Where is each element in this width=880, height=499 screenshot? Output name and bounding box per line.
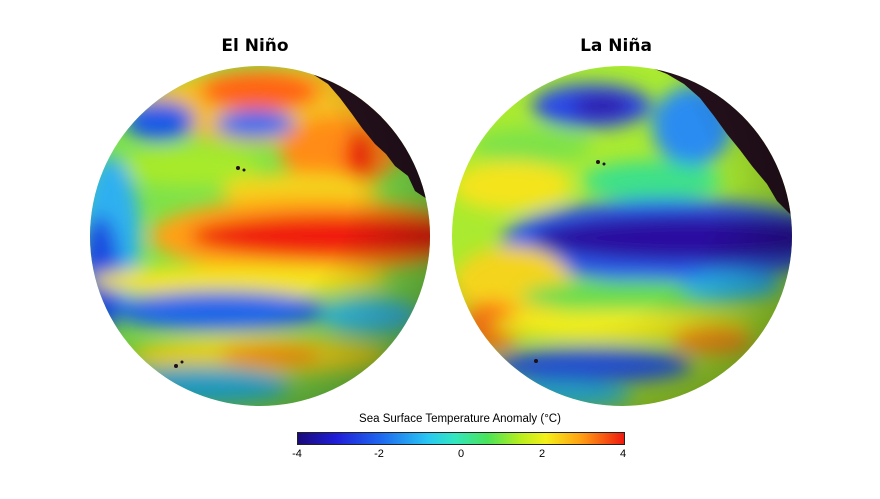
colorbar-title: Sea Surface Temperature Anomaly (°C) xyxy=(359,413,561,425)
el-nino-globe-map xyxy=(90,66,430,406)
colorbar-tick-label: -2 xyxy=(374,448,384,460)
la-nina-title: La Niña xyxy=(580,36,652,56)
sst-anomaly-colorbar xyxy=(297,432,625,445)
colorbar-tick-label: -4 xyxy=(292,448,302,460)
colorbar-tick-label: 2 xyxy=(538,448,546,460)
colorbar-tick-label: 0 xyxy=(457,448,465,460)
la-nina-globe-map xyxy=(452,66,792,406)
el-nino-title: El Niño xyxy=(221,36,289,56)
colorbar-tick-label: 4 xyxy=(619,448,627,460)
